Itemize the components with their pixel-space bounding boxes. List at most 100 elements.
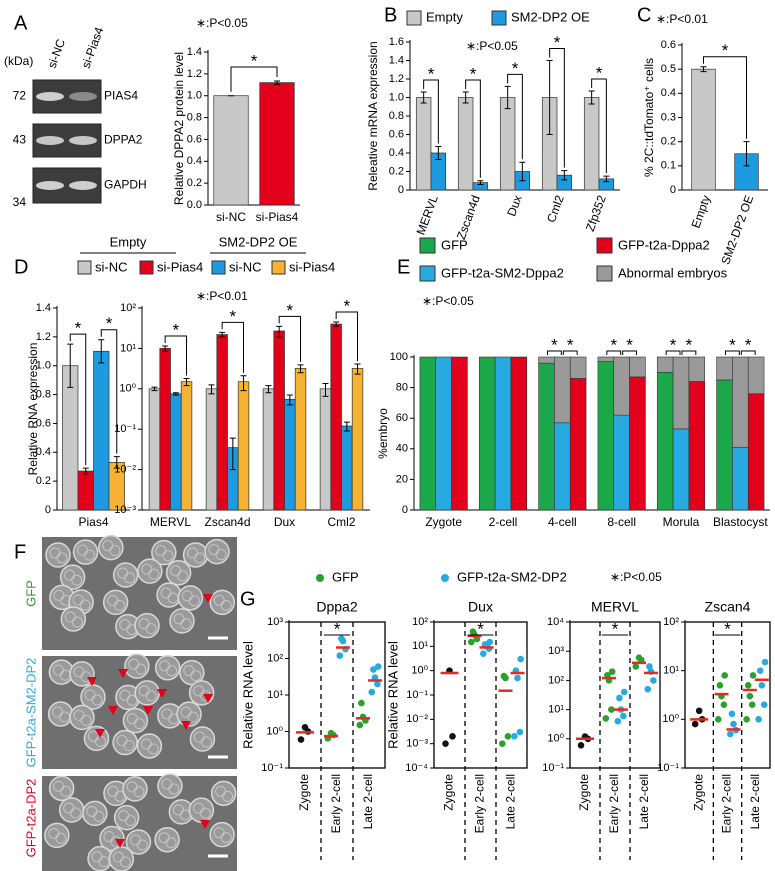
point [616, 694, 623, 702]
bar [691, 68, 716, 191]
bar-abnormal [716, 356, 733, 381]
arrowhead [87, 677, 97, 686]
y-tick-label: 10⁰ [547, 733, 564, 745]
point [511, 733, 518, 740]
significance-star: * [512, 59, 519, 78]
y-tick-label: 80 [396, 382, 408, 394]
significance-bracket [665, 350, 681, 355]
panel-label: B [384, 4, 397, 26]
significance-bracket [507, 73, 523, 160]
y-tick-label: 100 [390, 351, 408, 363]
significance-star: * [477, 619, 484, 638]
y-tick-label: 10² [120, 302, 136, 314]
significance-star: * [612, 619, 619, 638]
y-tick-label: 1.2 [187, 68, 202, 80]
error-bar [286, 394, 293, 406]
point [442, 740, 449, 747]
annotation: ∗:P<0.05 [422, 294, 474, 308]
y-tick-label: 0.5 [661, 63, 676, 75]
y-tick-label: 10⁻¹ [542, 762, 564, 774]
error-bar [435, 146, 442, 160]
point [730, 720, 737, 728]
plot-title: MERVL [591, 599, 639, 615]
blastomere [220, 599, 232, 611]
x-tick-label: Dux [504, 193, 524, 218]
bar [170, 393, 182, 511]
error-bar [183, 377, 190, 387]
bar [510, 356, 528, 511]
blastomere [145, 623, 157, 635]
blastomere [187, 711, 199, 723]
band-label: PIAS4 [104, 89, 138, 103]
point [746, 692, 754, 700]
point [370, 666, 377, 673]
blastomere [79, 599, 91, 611]
y-tick-label: 10² [548, 674, 564, 686]
arrowhead [203, 594, 213, 603]
point [755, 716, 762, 723]
panel-label: E [397, 256, 410, 278]
x-tick-label: Zygote [691, 774, 705, 811]
bar-abnormal [672, 356, 690, 430]
blastomere [194, 552, 206, 564]
bar [569, 378, 587, 511]
blastomere [220, 832, 232, 844]
significance-star: * [554, 33, 561, 52]
bar-abnormal [569, 356, 587, 379]
significance-star: * [334, 619, 341, 638]
error-bar [504, 85, 511, 110]
significance-star: * [729, 335, 736, 354]
point [720, 701, 728, 708]
y-tick-label: 10⁻¹ [261, 762, 283, 774]
error-bar [151, 386, 158, 392]
legend-label: GFP-t2a-SM2-DP2 [457, 569, 567, 584]
y-tick-label: 0.8 [187, 111, 202, 123]
y-tick-label: 1.0 [187, 90, 202, 102]
blastomere [119, 856, 131, 868]
point [646, 663, 653, 670]
bar [294, 368, 307, 511]
bar [494, 356, 512, 511]
point [650, 677, 657, 684]
bar-abnormal [656, 356, 674, 373]
significance-bracket [465, 79, 481, 178]
point [695, 707, 703, 715]
legend-swatch [419, 265, 436, 282]
y-tick-label: 0.1 [661, 160, 676, 172]
micrograph-label: GFP [23, 580, 38, 607]
y-tick-label: 0.4 [187, 155, 202, 167]
legend-swatch [596, 237, 613, 254]
blastomere [177, 570, 189, 582]
bar [259, 82, 295, 206]
y-tick-label: 0.6 [389, 128, 404, 140]
blastomere [180, 618, 192, 630]
blot-band [69, 92, 97, 101]
point [301, 724, 309, 731]
bar [451, 356, 468, 511]
x-tick-label: 2-cell [489, 515, 518, 529]
significance-bracket [221, 321, 245, 373]
bar [205, 388, 218, 511]
bar-abnormal [732, 356, 749, 448]
legend-label: SM2-DP2 OE [511, 9, 590, 24]
significance-star: * [428, 64, 435, 83]
y-tick-label: 10⁰ [266, 725, 283, 737]
point [620, 688, 628, 696]
y-tick-label: 0.6 [36, 417, 51, 429]
point [356, 721, 364, 729]
micrograph-label: GFP-t2a-DP2 [23, 779, 38, 858]
point [516, 728, 524, 736]
arrowhead [118, 669, 128, 678]
significance-star: * [230, 307, 237, 326]
kda-marker: 72 [13, 89, 27, 103]
blastomere [145, 690, 157, 702]
point [748, 701, 756, 708]
bar-abnormal [538, 356, 555, 364]
bar [457, 97, 474, 191]
y-tick-label: 1.4 [187, 46, 202, 58]
point [761, 658, 769, 666]
blastomere [125, 815, 137, 827]
y-tick-label: 10³ [267, 616, 283, 628]
significance-star: * [251, 51, 258, 70]
